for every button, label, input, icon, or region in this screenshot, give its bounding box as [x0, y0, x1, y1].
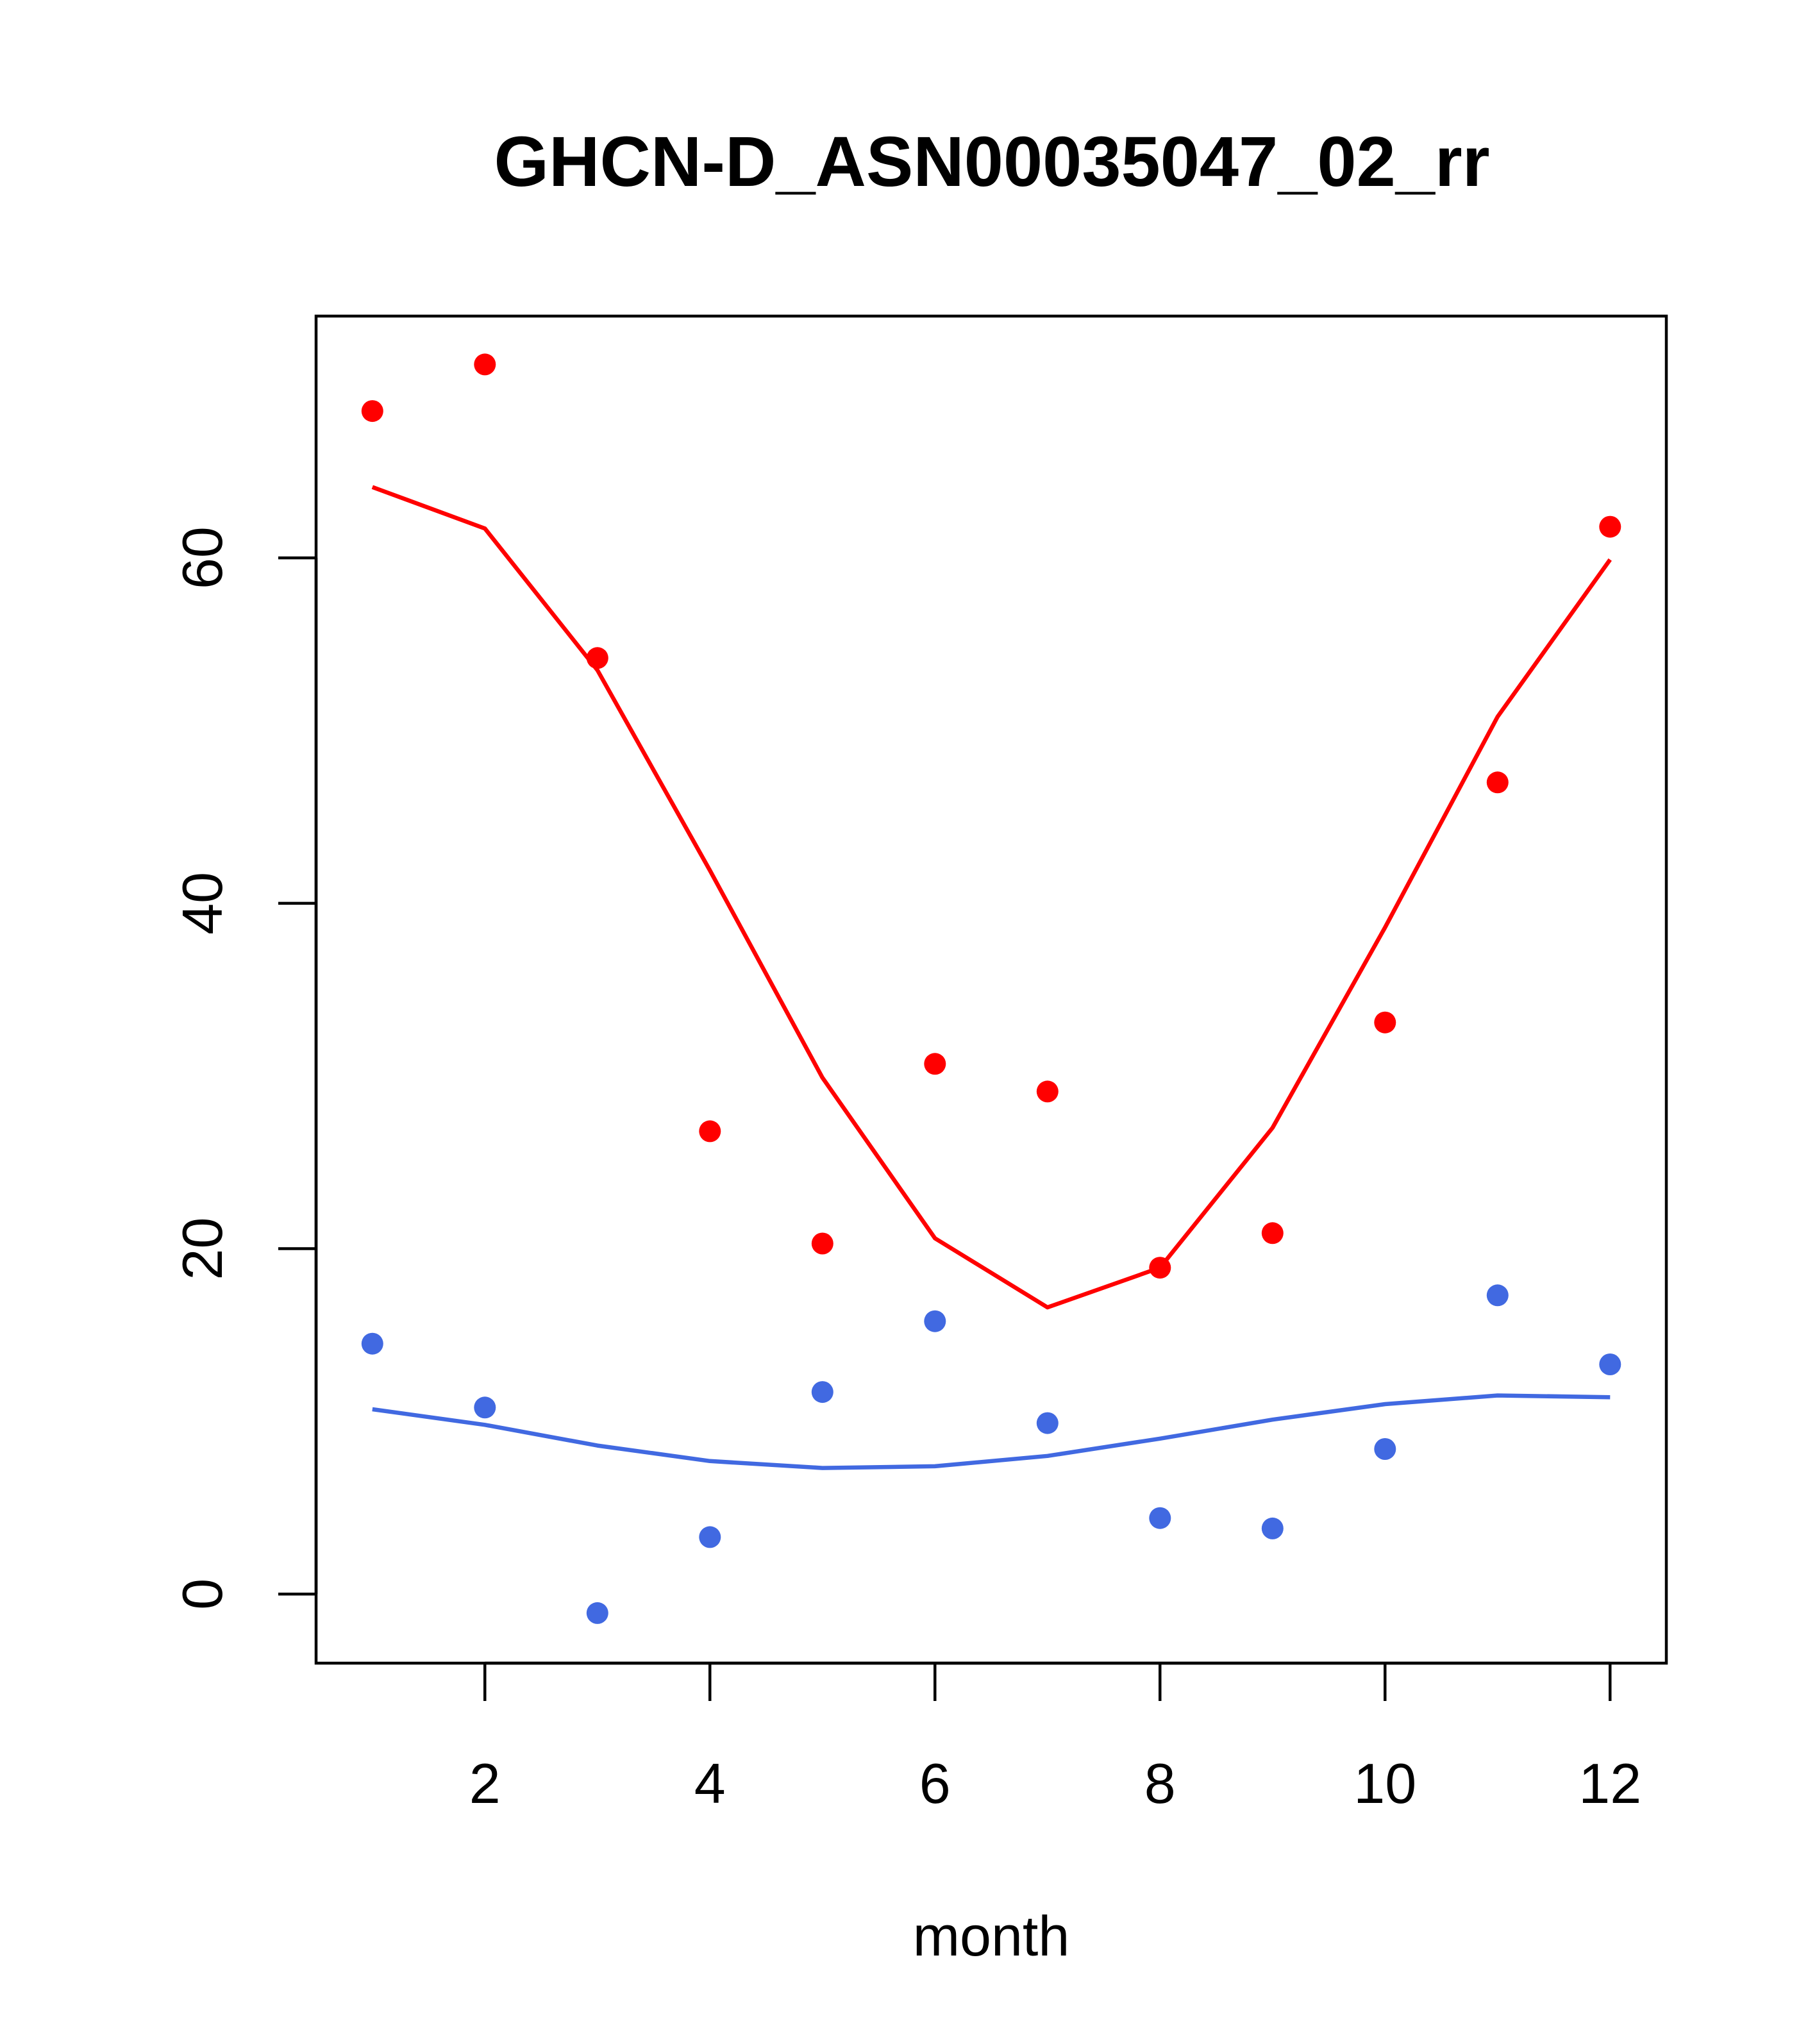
y-tick-label: 40 — [171, 872, 234, 935]
data-point — [699, 1120, 721, 1143]
data-point — [1261, 1222, 1284, 1244]
data-point — [1261, 1517, 1284, 1539]
data-point — [1599, 515, 1621, 538]
data-point — [1036, 1412, 1059, 1434]
chart-title: GHCN-D_ASN00035047_02_rr — [494, 122, 1489, 201]
x-tick-label: 8 — [1144, 1752, 1176, 1815]
data-point — [811, 1381, 833, 1403]
x-tick-label: 10 — [1353, 1752, 1416, 1815]
data-point — [1036, 1080, 1059, 1103]
x-tick-label: 12 — [1578, 1752, 1641, 1815]
data-point — [1149, 1257, 1171, 1279]
y-tick-label: 0 — [171, 1579, 234, 1610]
data-point — [924, 1053, 946, 1075]
data-point — [361, 400, 383, 423]
series-line — [371, 485, 1612, 1310]
data-point — [1486, 1284, 1509, 1307]
data-point — [586, 1602, 608, 1624]
x-tick-label: 4 — [694, 1752, 726, 1815]
data-point — [1149, 1507, 1171, 1529]
series-line — [372, 1393, 1611, 1470]
data-point — [474, 1396, 496, 1419]
data-point — [1374, 1438, 1396, 1460]
x-tick-label: 6 — [919, 1752, 951, 1815]
data-point — [699, 1526, 721, 1548]
data-point — [586, 647, 608, 669]
y-tick-label: 60 — [171, 526, 234, 589]
data-point — [924, 1310, 946, 1332]
x-tick-label: 2 — [469, 1752, 501, 1815]
data-point — [811, 1232, 833, 1255]
data-point — [1486, 771, 1509, 794]
data-point — [1374, 1011, 1396, 1034]
data-point — [474, 353, 496, 376]
plot-series — [361, 353, 1621, 1624]
plot-frame — [314, 314, 1668, 1665]
x-axis-label: month — [913, 1904, 1070, 1968]
data-point — [361, 1332, 383, 1355]
data-point — [1599, 1353, 1621, 1375]
y-tick-label: 20 — [171, 1218, 234, 1280]
x-axis: 2 4 6 8 10 12 — [469, 1661, 1641, 1815]
